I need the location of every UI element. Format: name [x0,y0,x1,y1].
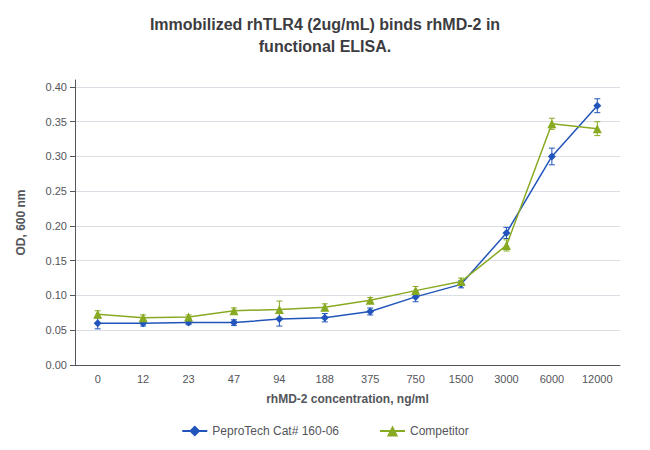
svg-text:0.20: 0.20 [46,220,67,232]
svg-text:functional ELISA.: functional ELISA. [259,38,391,55]
svg-text:94: 94 [273,373,285,385]
svg-text:0.05: 0.05 [46,324,67,336]
svg-text:750: 750 [406,373,424,385]
svg-text:12: 12 [137,373,149,385]
svg-text:0.25: 0.25 [46,185,67,197]
svg-text:0.00: 0.00 [46,359,67,371]
svg-text:188: 188 [316,373,334,385]
svg-text:rhMD-2 concentration, ng/ml: rhMD-2 concentration, ng/ml [266,392,429,406]
svg-text:1500: 1500 [449,373,473,385]
svg-text:0.15: 0.15 [46,255,67,267]
svg-text:23: 23 [182,373,194,385]
svg-text:6000: 6000 [540,373,564,385]
svg-text:0.30: 0.30 [46,150,67,162]
svg-text:47: 47 [228,373,240,385]
svg-text:0.35: 0.35 [46,116,67,128]
svg-text:OD, 600 nm: OD, 600 nm [14,189,28,255]
svg-text:12000: 12000 [582,373,613,385]
svg-text:PeproTech Cat# 160-06: PeproTech Cat# 160-06 [212,424,339,438]
svg-text:Competitor: Competitor [410,424,469,438]
svg-text:0.10: 0.10 [46,289,67,301]
svg-text:3000: 3000 [494,373,518,385]
svg-text:0: 0 [95,373,101,385]
svg-text:Immobilized rhTLR4 (2ug/mL) bi: Immobilized rhTLR4 (2ug/mL) binds rhMD-2… [150,16,500,33]
svg-text:375: 375 [361,373,379,385]
svg-text:0.40: 0.40 [46,81,67,93]
